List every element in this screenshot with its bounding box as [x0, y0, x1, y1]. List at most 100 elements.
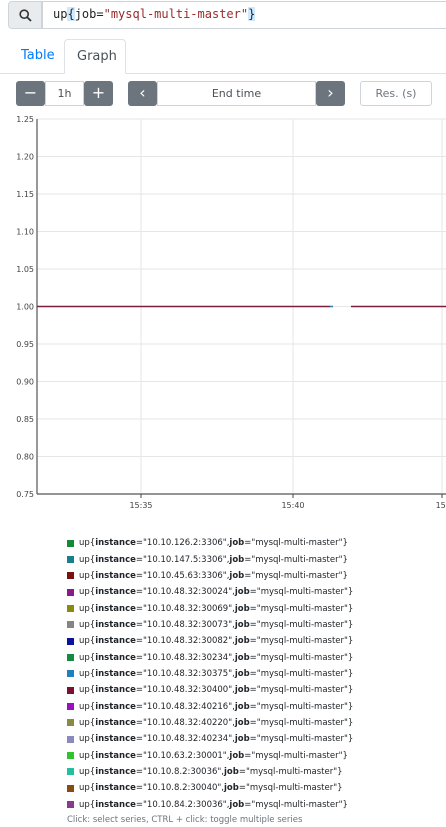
- legend-item[interactable]: up{instance ="10.10.45.63:3306", job ="mys…: [67, 568, 353, 584]
- legend-item[interactable]: up{instance ="10.10.48.32:30069", job ="my…: [67, 600, 353, 616]
- legend-item[interactable]: up{instance ="10.10.48.32:30073", job ="my…: [67, 617, 353, 633]
- legend-text-k1: instance: [95, 554, 136, 565]
- decrease-range-button[interactable]: −: [16, 81, 45, 106]
- legend-text-v2: ="mysql-multi-master"}: [249, 619, 354, 630]
- range-input[interactable]: 1h: [45, 81, 84, 106]
- legend-item[interactable]: up{instance ="10.10.48.32:30400", job ="my…: [67, 682, 353, 698]
- series-color-swatch: [67, 670, 74, 678]
- legend-text-v1: ="10.10.48.32:30024",: [135, 587, 235, 598]
- end-time-input[interactable]: End time: [157, 81, 316, 106]
- legend-item[interactable]: up{instance ="10.10.48.32:40216", job ="my…: [67, 698, 353, 714]
- legend-text-v1: ="10.10.48.32:30073",: [135, 619, 235, 630]
- x-tick-label: 15:: [436, 501, 446, 510]
- legend-item[interactable]: up{instance ="10.10.8.2:30036", job ="mysq…: [67, 764, 353, 780]
- legend-text-v2: ="mysql-multi-master"}: [249, 701, 354, 712]
- legend-text-k2: job: [229, 750, 245, 761]
- legend-text-k2: job: [234, 685, 250, 696]
- series-legend: up{instance ="10.10.126.2:3306", job ="mys…: [67, 535, 353, 813]
- y-tick-label: 0.75: [16, 490, 34, 499]
- legend-text-k2: job: [234, 603, 250, 614]
- legend-text-prefix: up{: [79, 619, 96, 630]
- increase-range-button[interactable]: +: [84, 81, 113, 106]
- legend-item[interactable]: up{instance ="10.10.48.32:30234", job ="my…: [67, 649, 353, 665]
- y-tick-label: 0.95: [16, 340, 34, 349]
- series-color-swatch: [67, 768, 74, 776]
- series-color-swatch: [67, 654, 74, 662]
- legend-text-k1: instance: [95, 701, 136, 712]
- y-tick-label: 1.15: [16, 190, 34, 199]
- legend-text-k2: job: [234, 587, 250, 598]
- y-tick-label: 1.10: [16, 228, 34, 237]
- legend-text-prefix: up{: [79, 538, 96, 549]
- legend-item[interactable]: up{instance ="10.10.48.32:40220", job ="my…: [67, 715, 353, 731]
- query-open-brace: {: [67, 7, 75, 21]
- y-tick-label: 0.80: [16, 453, 34, 462]
- series-color-swatch: [67, 784, 74, 792]
- legend-text-v2: ="mysql-multi-master"}: [249, 636, 354, 647]
- legend-text-v2: ="mysql-multi-master"}: [249, 734, 354, 745]
- legend-text-prefix: up{: [79, 668, 96, 679]
- legend-text-prefix: up{: [79, 799, 96, 810]
- legend-text-k2: job: [234, 717, 250, 728]
- legend-text-k1: instance: [95, 750, 136, 761]
- legend-text-v2: ="mysql-multi-master"}: [238, 766, 343, 777]
- legend-text-k2: job: [229, 799, 245, 810]
- series-color-swatch: [67, 621, 74, 629]
- legend-item[interactable]: up{instance ="10.10.126.2:3306", job ="mys…: [67, 535, 353, 551]
- legend-text-prefix: up{: [79, 766, 96, 777]
- legend-text-prefix: up{: [79, 750, 96, 761]
- legend-text-v2: ="mysql-multi-master"}: [244, 750, 348, 761]
- series-color-swatch: [67, 539, 74, 547]
- legend-item[interactable]: up{instance ="10.10.63.2:30001", job ="mys…: [67, 747, 353, 763]
- legend-text-v2: ="mysql-multi-master"}: [249, 668, 354, 679]
- legend-text-prefix: up{: [79, 554, 96, 565]
- legend-item[interactable]: up{instance ="10.10.48.32:40234", job ="my…: [67, 731, 353, 747]
- next-time-button[interactable]: ›: [316, 81, 345, 106]
- legend-hint: Click: select series, CTRL + click: togg…: [67, 815, 303, 825]
- legend-text-k2: job: [229, 570, 245, 581]
- legend-text-k2: job: [234, 619, 250, 630]
- legend-text-v1: ="10.10.48.32:40216",: [135, 701, 235, 712]
- legend-text-v1: ="10.10.48.32:30234",: [135, 652, 235, 663]
- series-color-swatch: [67, 605, 74, 613]
- y-tick-label: 0.90: [16, 378, 34, 387]
- x-tick-label: 15:40: [281, 501, 304, 510]
- legend-text-k1: instance: [95, 538, 136, 549]
- legend-item[interactable]: up{instance ="10.10.8.2:30040", job ="mysq…: [67, 780, 353, 796]
- legend-text-v1: ="10.10.84.2:30036",: [135, 799, 230, 810]
- legend-text-v2: ="mysql-multi-master"}: [244, 570, 348, 581]
- x-tick-label: 15:35: [129, 501, 152, 510]
- search-button[interactable]: [8, 1, 42, 29]
- legend-text-prefix: up{: [79, 603, 96, 614]
- legend-item[interactable]: up{instance ="10.10.147.5:3306", job ="mys…: [67, 551, 353, 567]
- search-icon: [19, 9, 32, 22]
- tab-table[interactable]: Table: [21, 48, 55, 63]
- query-bar: up{job="mysql-multi-master"}: [0, 0, 446, 31]
- legend-item[interactable]: up{instance ="10.10.48.32:30375", job ="my…: [67, 666, 353, 682]
- legend-text-k1: instance: [95, 766, 136, 777]
- legend-text-prefix: up{: [79, 587, 96, 598]
- tab-graph[interactable]: Graph: [64, 39, 126, 74]
- expression-input[interactable]: up{job="mysql-multi-master"}: [42, 1, 446, 29]
- legend-text-k2: job: [234, 701, 250, 712]
- legend-item[interactable]: up{instance ="10.10.48.32:30024", job ="my…: [67, 584, 353, 600]
- legend-text-v1: ="10.10.48.32:30375",: [135, 668, 235, 679]
- legend-text-k2: job: [229, 554, 245, 565]
- legend-text-k1: instance: [95, 652, 136, 663]
- graph-chart[interactable]: 1.25 1.20 1.15 1.10 1.05 1.00 0.95 0.90 0.85 0.80…: [0, 112, 446, 517]
- previous-time-button[interactable]: ‹: [128, 81, 157, 106]
- legend-text-k1: instance: [95, 636, 136, 647]
- legend-text-v2: ="mysql-multi-master"}: [249, 685, 354, 696]
- legend-text-k2: job: [224, 783, 239, 794]
- legend-text-k1: instance: [95, 603, 136, 614]
- legend-text-v1: ="10.10.126.2:3306",: [135, 538, 230, 549]
- legend-text-k1: instance: [95, 587, 136, 598]
- legend-item[interactable]: up{instance ="10.10.84.2:30036", job ="mys…: [67, 797, 353, 813]
- legend-item[interactable]: up{instance ="10.10.48.32:30082", job ="my…: [67, 633, 353, 649]
- legend-text-k1: instance: [95, 619, 136, 630]
- legend-text-prefix: up{: [79, 636, 96, 647]
- legend-text-prefix: up{: [79, 717, 96, 728]
- resolution-input[interactable]: Res. (s): [360, 81, 432, 106]
- series-color-swatch: [67, 719, 74, 727]
- series-color-swatch: [67, 801, 74, 809]
